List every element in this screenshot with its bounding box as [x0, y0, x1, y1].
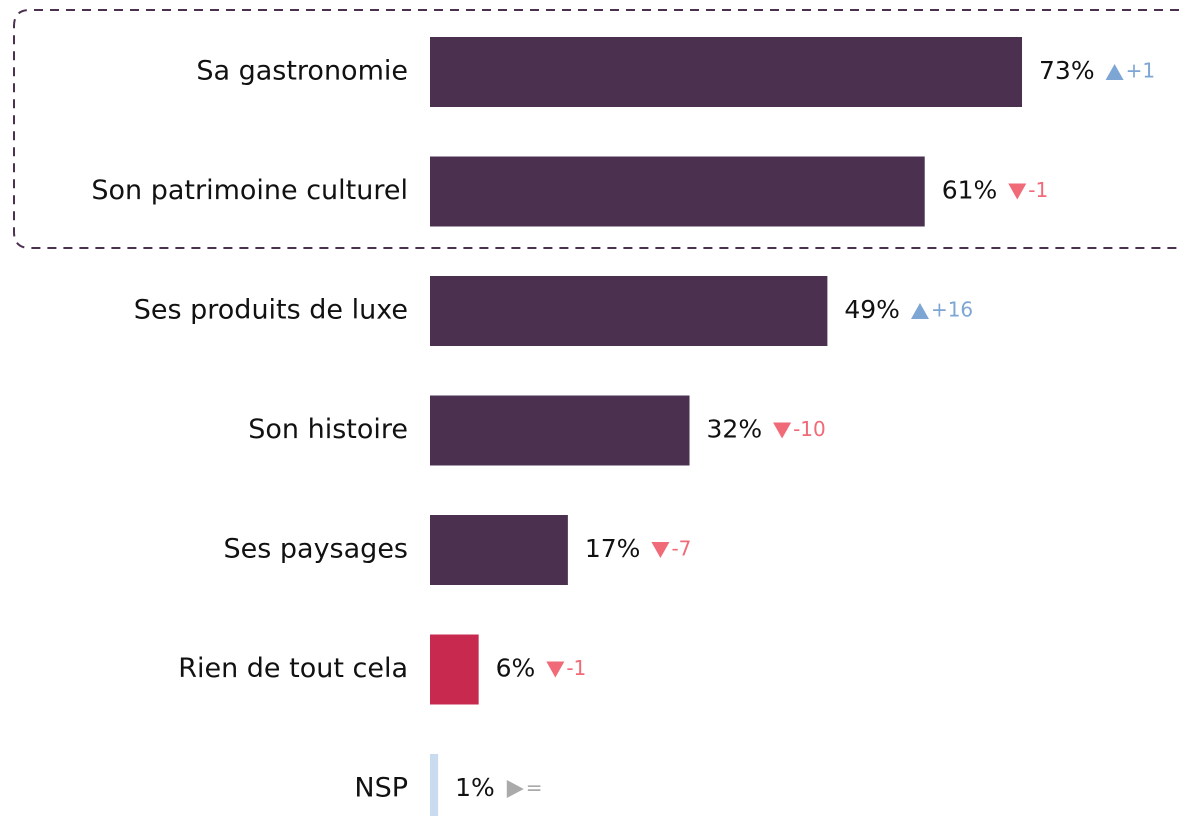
- category-label: Son histoire: [248, 414, 408, 445]
- value-label: 73%: [1039, 56, 1095, 85]
- change-label: -1: [1028, 178, 1048, 202]
- bar: [430, 156, 925, 227]
- change-label: +16: [931, 298, 973, 322]
- change-label: -10: [793, 417, 826, 441]
- category-label: Rien de tout cela: [178, 653, 408, 684]
- value-label: 49%: [844, 295, 900, 324]
- value-label: 1%: [455, 773, 495, 802]
- category-label: Ses paysages: [224, 534, 409, 565]
- value-label: 61%: [942, 176, 998, 205]
- change-label: -1: [566, 656, 586, 680]
- category-label: Ses produits de luxe: [134, 295, 408, 326]
- bar: [430, 515, 568, 585]
- change-arrow: [773, 422, 792, 439]
- bar: [430, 395, 690, 466]
- category-label: NSP: [354, 773, 408, 804]
- value-label: 6%: [496, 654, 536, 683]
- category-label: Sa gastronomie: [196, 56, 408, 87]
- change-arrow: [910, 303, 929, 319]
- bar: [430, 37, 1023, 107]
- change-arrow: [651, 542, 670, 558]
- change-label: -7: [671, 537, 691, 561]
- bar: [430, 276, 828, 346]
- category-label: Son patrimoine culturel: [91, 175, 408, 206]
- change-arrow: [1008, 183, 1027, 200]
- bar: [430, 754, 439, 816]
- change-label: =: [526, 776, 543, 800]
- change-arrow: [546, 661, 565, 678]
- bar: [430, 634, 479, 705]
- change-label: +1: [1126, 59, 1155, 83]
- highlight-box: [13, 9, 1179, 249]
- value-label: 32%: [707, 415, 763, 444]
- change-arrow: [506, 780, 524, 798]
- value-label: 17%: [585, 534, 641, 563]
- change-arrow: [1105, 64, 1124, 80]
